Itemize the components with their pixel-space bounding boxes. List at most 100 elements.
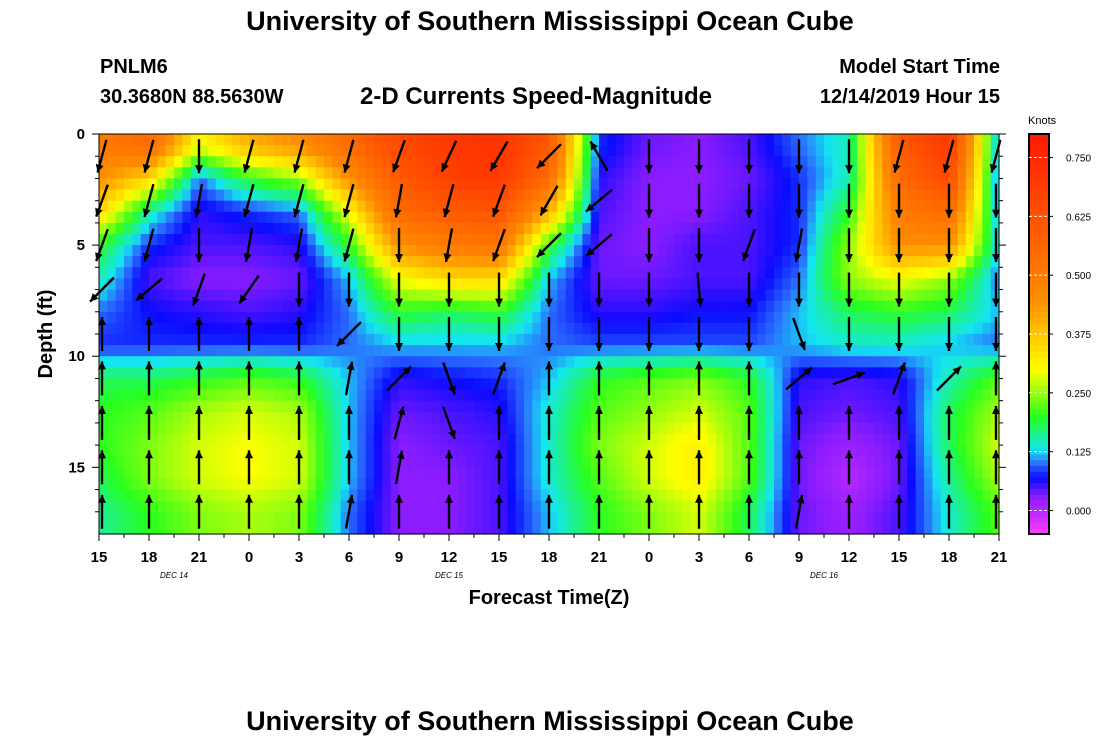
heatmap-cell <box>674 300 683 313</box>
heatmap-cell <box>482 300 492 313</box>
heatmap-cell <box>857 178 867 191</box>
heatmap-cell <box>940 300 950 313</box>
heatmap-cell <box>932 300 942 313</box>
heatmap-cell <box>440 322 450 335</box>
current-arrow <box>292 139 305 173</box>
heatmap-cell <box>790 378 800 391</box>
heatmap-cell <box>749 456 758 468</box>
heatmap-cell <box>699 456 708 468</box>
heatmap-cell <box>140 334 150 346</box>
heatmap-cell <box>949 189 958 202</box>
heatmap-cell <box>349 400 358 413</box>
heatmap-cell <box>274 434 283 446</box>
heatmap-cell <box>224 422 233 435</box>
current-arrow <box>845 450 853 485</box>
heatmap-cell <box>307 345 317 357</box>
heatmap-cell <box>474 300 483 313</box>
heatmap-cell <box>290 300 300 313</box>
heatmap-cell <box>307 389 317 402</box>
heatmap-cell <box>665 378 675 391</box>
heatmap-cell <box>174 134 183 146</box>
heatmap-cell <box>924 311 933 324</box>
heatmap-cell <box>424 278 433 291</box>
heatmap-cell <box>674 456 683 468</box>
heatmap-cell <box>590 400 600 413</box>
heatmap-cell <box>915 222 925 235</box>
heatmap-cell <box>390 245 400 257</box>
heatmap-cell <box>682 189 692 202</box>
heatmap-cell <box>140 289 150 302</box>
heatmap-cell <box>799 189 808 202</box>
heatmap-cell <box>982 389 992 402</box>
heatmap-cell <box>390 445 400 457</box>
heatmap-cell <box>732 434 742 446</box>
heatmap-cell <box>132 156 142 168</box>
heatmap-cell <box>690 145 700 157</box>
heatmap-cell <box>199 300 208 313</box>
heatmap-cell <box>899 156 908 168</box>
heatmap-cell <box>199 367 208 380</box>
heatmap-cell <box>324 234 333 246</box>
heatmap-cell <box>757 422 767 435</box>
heatmap-cell <box>715 422 725 435</box>
heatmap-cell <box>424 211 433 224</box>
heatmap-cell <box>732 189 742 202</box>
heatmap-cell <box>874 245 883 257</box>
heatmap-cell <box>349 289 358 302</box>
heatmap-cell <box>749 345 758 357</box>
heatmap-cell <box>849 289 858 302</box>
heatmap-cell <box>482 211 492 224</box>
heatmap-cell <box>707 311 717 324</box>
heatmap-cell <box>532 145 542 157</box>
heatmap-cell <box>632 367 642 380</box>
heatmap-cell <box>232 322 242 335</box>
heatmap-cell <box>649 378 658 391</box>
arrow-head <box>793 253 802 262</box>
heatmap-cell <box>349 522 358 535</box>
heatmap-cell <box>182 456 192 468</box>
heatmap-cell <box>349 378 358 391</box>
heatmap-cell <box>349 511 358 524</box>
current-arrow <box>442 183 455 218</box>
colorbar-segment <box>1029 482 1049 489</box>
heatmap-cell <box>974 489 983 502</box>
heatmap-cell <box>482 367 492 380</box>
arrow-head <box>245 494 253 503</box>
arrow-head <box>895 343 903 351</box>
current-arrow <box>145 361 153 396</box>
heatmap-cell <box>399 300 408 313</box>
heatmap-cell <box>182 134 192 146</box>
heatmap-cell <box>307 300 317 313</box>
heatmap-cell <box>174 422 183 435</box>
heatmap-cell <box>299 222 308 235</box>
heatmap-cell <box>549 467 558 480</box>
heatmap-cell <box>699 145 708 157</box>
heatmap-cell <box>232 356 242 368</box>
heatmap-cell <box>465 245 475 257</box>
heatmap-cell <box>499 167 508 180</box>
heatmap-cell <box>615 434 625 446</box>
heatmap-cell <box>449 278 458 291</box>
heatmap-cell <box>215 411 225 424</box>
current-arrow <box>645 272 653 307</box>
heatmap-cell <box>632 445 642 457</box>
heatmap-cell <box>949 411 958 424</box>
heatmap-cell <box>707 434 717 446</box>
heatmap-cell <box>732 489 742 502</box>
heatmap-cell <box>199 445 208 457</box>
heatmap-cell <box>607 245 617 257</box>
heatmap-cell <box>332 245 342 257</box>
heatmap-cell <box>390 145 400 157</box>
heatmap-cell <box>415 145 425 157</box>
heatmap-cell <box>190 456 200 468</box>
heatmap-cell <box>365 178 375 191</box>
heatmap-cell <box>165 445 175 457</box>
colorbar-segment <box>1029 408 1049 415</box>
current-arrow <box>745 272 753 307</box>
heatmap-cell <box>724 356 733 368</box>
heatmap-cell <box>107 500 117 513</box>
heatmap-cell <box>590 334 600 346</box>
heatmap-cell <box>140 400 150 413</box>
heatmap-cell <box>732 145 742 157</box>
heatmap-cell <box>299 378 308 391</box>
